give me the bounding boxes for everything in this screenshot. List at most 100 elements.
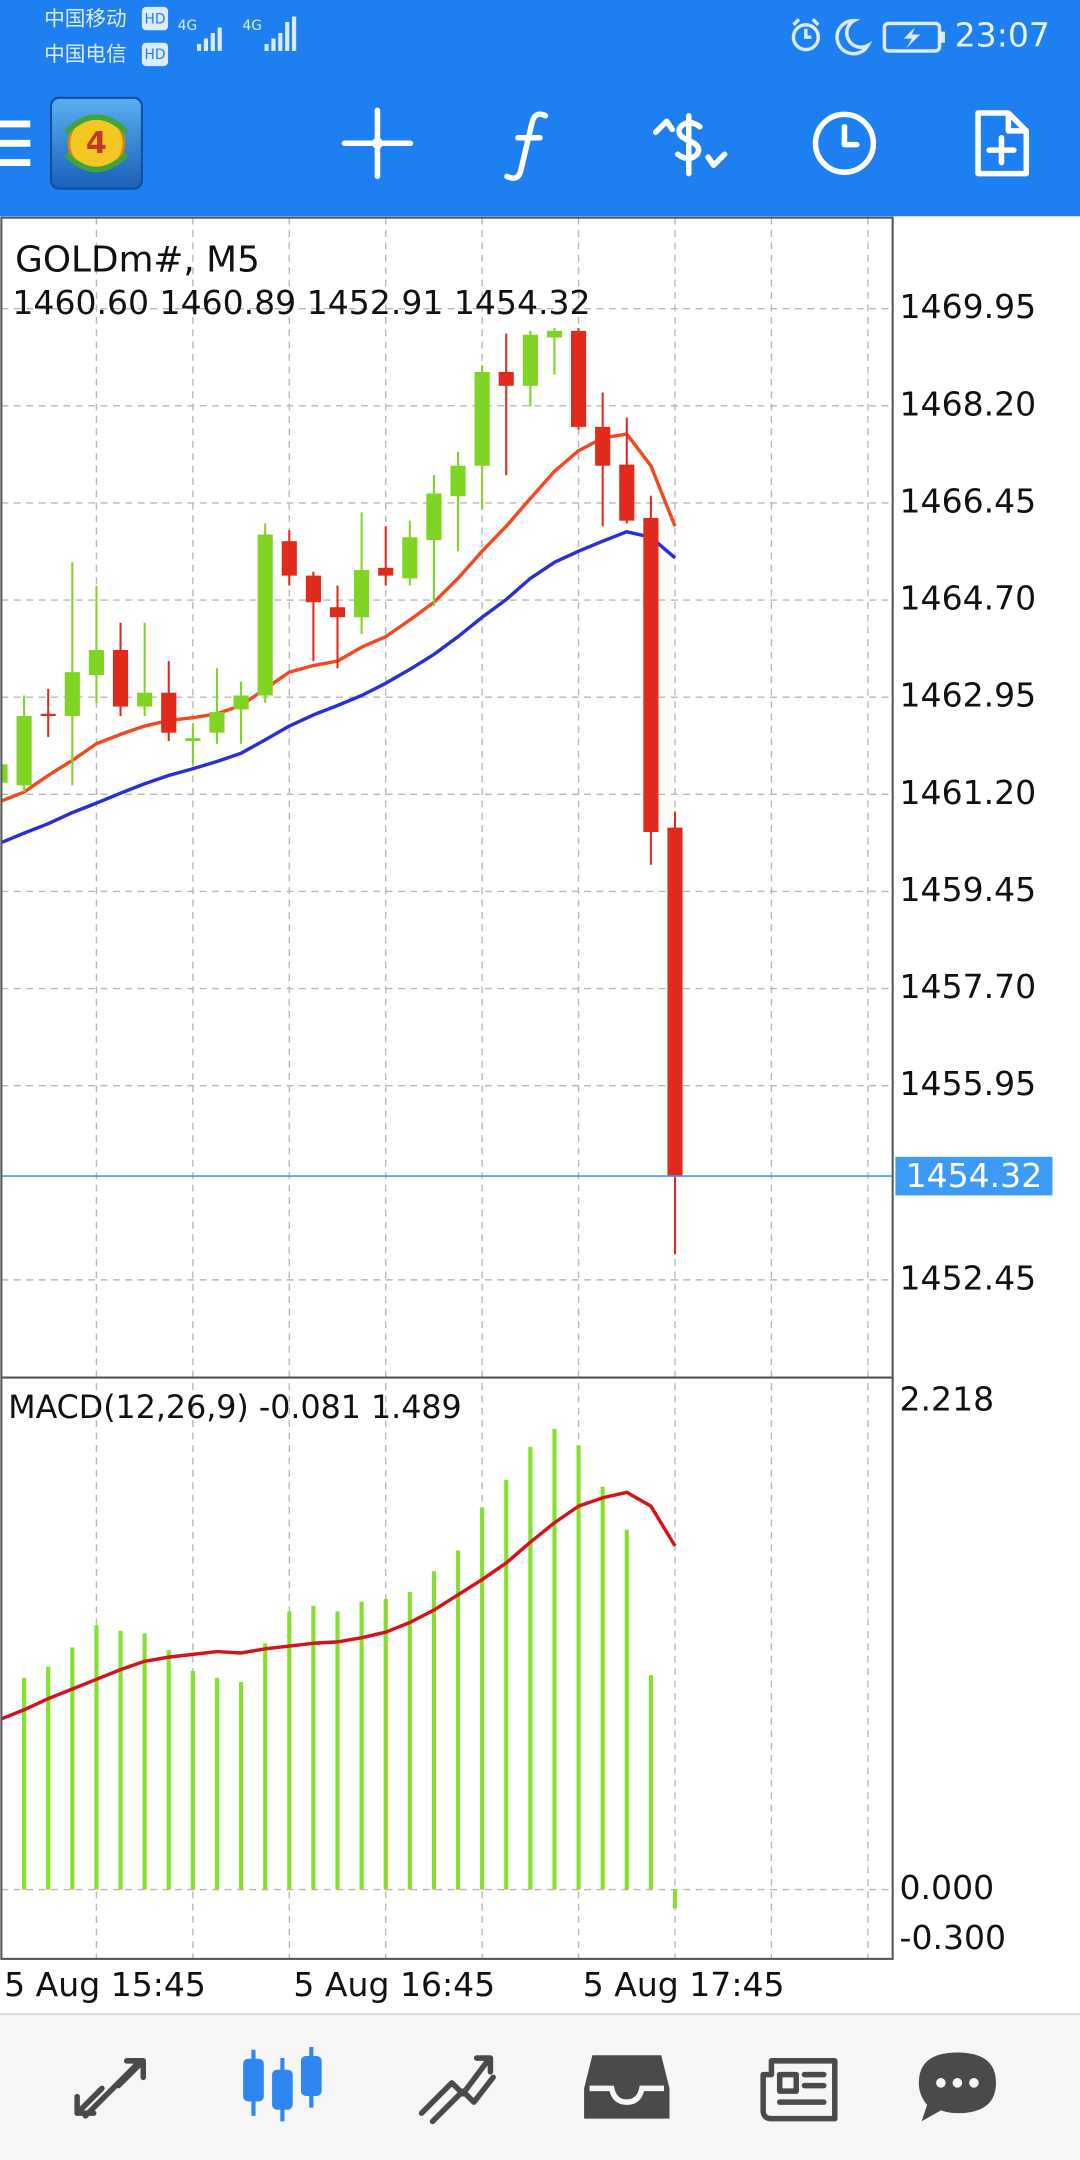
news-tab[interactable] — [760, 2058, 838, 2122]
crosshair-button[interactable] — [341, 107, 414, 180]
candle-body — [112, 649, 129, 707]
candle-body — [619, 464, 635, 521]
x-tick-label: 5 Aug 15:45 — [4, 1965, 206, 2004]
candle-body — [209, 712, 225, 733]
macd-bar — [407, 1592, 412, 1890]
macd-bar — [431, 1571, 436, 1890]
candle-body — [667, 827, 683, 1177]
candle-body — [281, 541, 297, 576]
chart-tab[interactable] — [243, 2047, 322, 2122]
indicators-button[interactable] — [504, 111, 549, 181]
quotes-tab[interactable] — [74, 2058, 147, 2119]
y-tick-label: 1468.20 — [900, 384, 1037, 423]
candle-body — [595, 426, 611, 466]
chart-title: GOLDm#, M5 — [15, 240, 260, 281]
menu-button[interactable] — [0, 120, 31, 166]
candle-body — [305, 575, 321, 603]
network-type: 4G — [178, 18, 197, 34]
toolbar: 4 — [0, 96, 1030, 190]
macd-bar — [166, 1650, 171, 1890]
battery-icon — [882, 21, 945, 53]
y-tick-label: 1462.95 — [900, 676, 1037, 715]
candle-body — [354, 570, 370, 618]
clock: 23:07 — [955, 16, 1050, 55]
axes: 1469.95 1468.20 1466.45 1464.70 1462.95 1461.… — [4, 287, 1053, 2004]
macd-bar — [335, 1611, 340, 1890]
macd-bar — [94, 1625, 99, 1890]
ohlc-readout: 1460.60 1460.89 1452.91 1454.32 — [12, 283, 590, 322]
grid — [1, 217, 893, 1960]
y-tick-label: 1455.95 — [900, 1064, 1037, 1103]
candle-body — [233, 695, 249, 710]
plot-area — [1, 328, 893, 1909]
y-tick-label: 1469.95 — [900, 287, 1037, 326]
macd-bar — [648, 1675, 653, 1890]
candle-body — [40, 713, 56, 717]
trade-button[interactable] — [652, 112, 728, 177]
candle-body — [1, 764, 8, 783]
x-tick-label: 5 Aug 17:45 — [583, 1965, 785, 2004]
carrier-name: 中国移动 — [44, 6, 127, 30]
macd-bar — [287, 1611, 292, 1890]
current-price-label: 1454.32 — [906, 1156, 1043, 1195]
hd-badge-label: HD — [144, 11, 165, 27]
trade-tab[interactable] — [418, 2055, 496, 2125]
candle-body — [161, 692, 177, 733]
macd-bar — [263, 1643, 268, 1890]
carrier-name: 中国电信 — [44, 42, 127, 66]
macd-bar — [311, 1605, 316, 1890]
chart-frame — [0, 216, 894, 1960]
bottom-nav — [0, 2013, 1080, 2160]
candle-body — [426, 493, 442, 541]
candle-body — [88, 649, 105, 675]
moving-average-line — [1, 530, 677, 845]
app-logo[interactable]: 4 — [49, 96, 143, 190]
macd-bar — [118, 1630, 123, 1890]
hd-badge — [141, 42, 169, 67]
macd-bar — [22, 1677, 27, 1890]
candle-body — [329, 607, 346, 618]
macd-bar — [455, 1550, 461, 1890]
hd-badge-label: HD — [144, 47, 165, 63]
y-tick-label: 1457.70 — [900, 967, 1037, 1006]
status-bar: 中国移动 HD 中国电信 HD 4G 4G 23:07 — [44, 6, 1050, 67]
y-tick-label: 2.218 — [900, 1379, 995, 1418]
candle-body — [402, 537, 418, 579]
candle-body — [378, 567, 394, 576]
candle-body — [185, 738, 201, 741]
macd-bar — [552, 1428, 557, 1890]
alarm-icon — [791, 18, 820, 52]
do-not-disturb-icon — [835, 18, 873, 56]
macd-bar — [46, 1666, 51, 1890]
macd-bar — [359, 1601, 364, 1890]
macd-bar — [214, 1677, 220, 1890]
candle-body — [643, 517, 659, 833]
indicator-title: MACD(12,26,9) -0.081 1.489 — [8, 1390, 461, 1426]
y-tick-label: 1461.20 — [900, 773, 1037, 812]
signal-icon — [264, 16, 297, 51]
macd-bar — [190, 1670, 195, 1890]
timeframe-button[interactable] — [812, 111, 877, 175]
network-type: 4G — [242, 18, 261, 34]
candle-body — [16, 716, 32, 786]
candle-body — [450, 465, 466, 497]
candle-body — [137, 692, 153, 707]
x-tick-label: 5 Aug 16:45 — [293, 1965, 495, 2004]
signal-icon — [196, 27, 222, 51]
new-order-button[interactable] — [975, 110, 1030, 177]
candle-body — [474, 371, 490, 466]
y-tick-label: 1452.45 — [900, 1258, 1037, 1297]
candle-body — [64, 672, 80, 717]
candle-body — [546, 330, 563, 338]
app-header — [0, 0, 1080, 217]
history-tab[interactable] — [584, 2055, 670, 2119]
candle-body — [257, 534, 273, 696]
chat-tab[interactable] — [918, 2052, 996, 2122]
macd-bar — [528, 1446, 533, 1890]
y-tick-label: 0.000 — [900, 1868, 995, 1907]
candle-body — [522, 334, 538, 386]
macd-bar — [70, 1647, 75, 1890]
candle-body — [570, 330, 587, 427]
candle-body — [498, 371, 514, 386]
